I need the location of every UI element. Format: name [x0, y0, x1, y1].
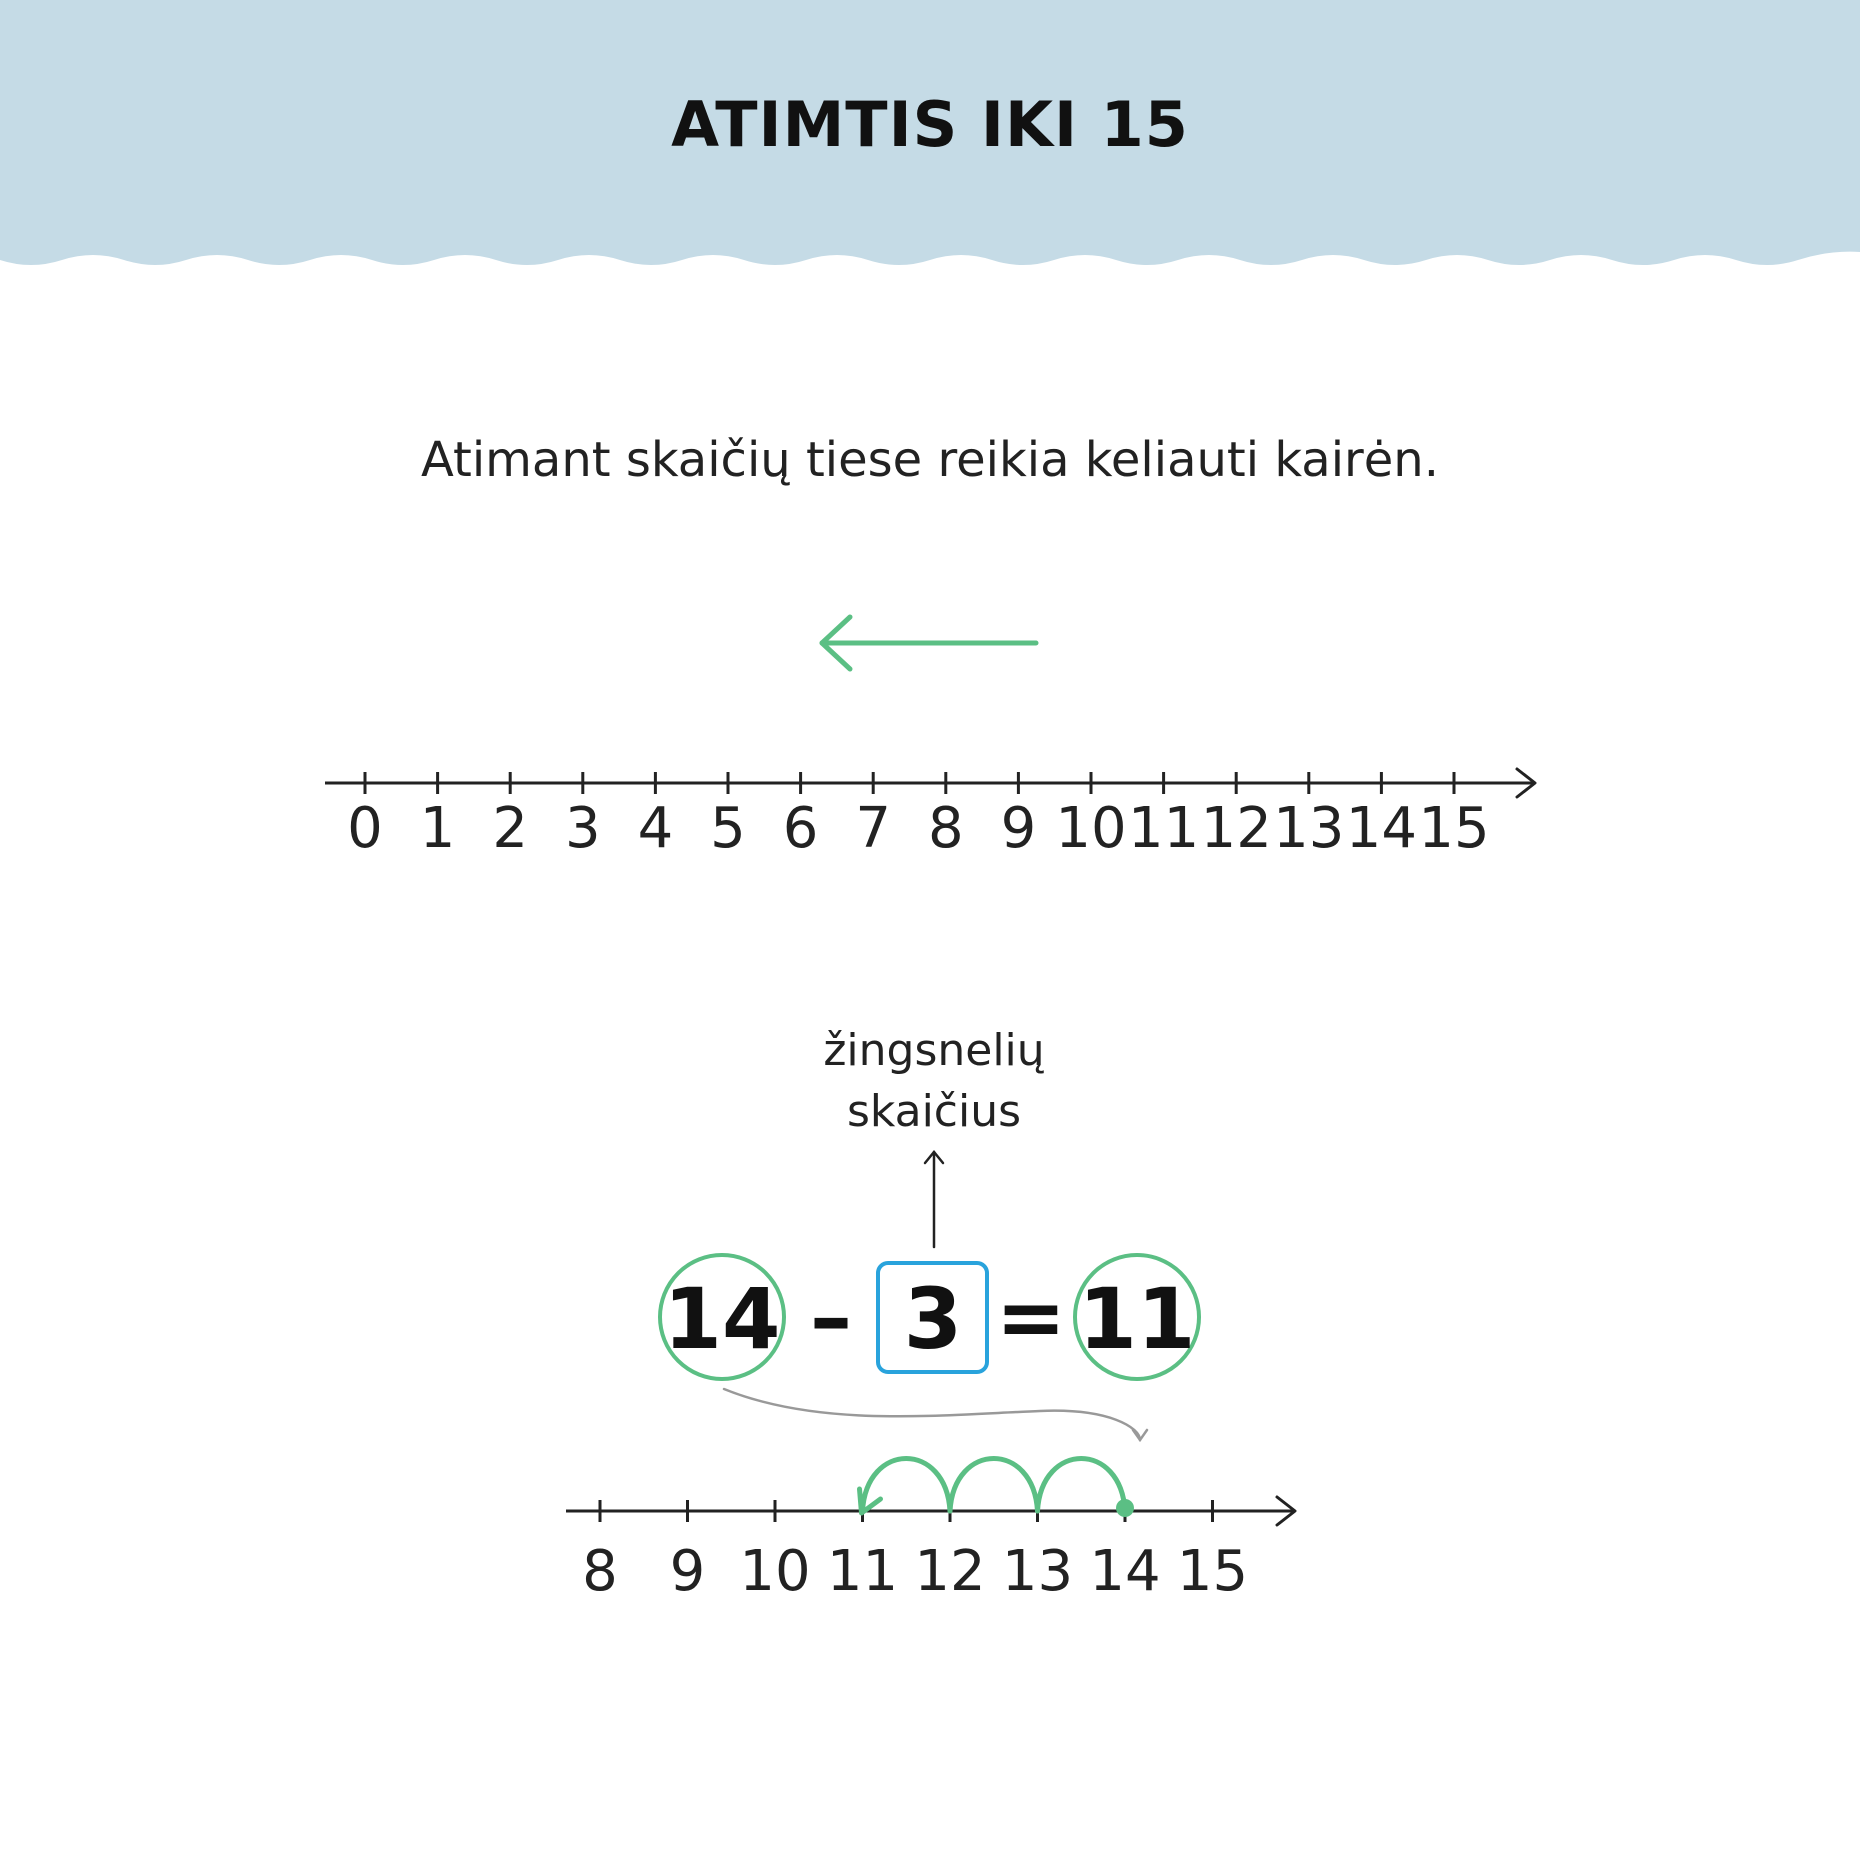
connector-curve: [722, 1387, 1142, 1442]
full-line-tick-label-6: 6: [783, 796, 819, 861]
full-line-tick-label-2: 2: [492, 796, 528, 861]
direction-arrow-head: [819, 614, 853, 672]
short-line-tick-label-8: 8: [582, 1539, 618, 1604]
full-line-tick-label-3: 3: [565, 796, 601, 861]
full-line-tick-label-10: 10: [1055, 796, 1126, 861]
full-line-arrowhead-icon: [1515, 767, 1537, 799]
difference-circle: [1073, 1253, 1201, 1381]
connector-arrowhead: [1131, 1428, 1149, 1443]
full-line-tick-label-1: 1: [420, 796, 456, 861]
short-line-tick-label-14: 14: [1089, 1539, 1160, 1604]
full-line-tick-label-12: 12: [1201, 796, 1272, 861]
full-line-tick-label-15: 15: [1418, 796, 1489, 861]
full-line-tick-label-11: 11: [1128, 796, 1199, 861]
equation: 14 – 3 = 11: [658, 1253, 1201, 1381]
hop-arc-2: [947, 1456, 1040, 1514]
short-line-tick-label-13: 13: [1002, 1539, 1073, 1604]
full-line-tick-label-0: 0: [347, 796, 383, 861]
full-line-tick-label-14: 14: [1346, 796, 1417, 861]
left-direction-arrow: [819, 614, 1039, 672]
minuend-value: 14: [664, 1270, 781, 1368]
full-line-tick-label-13: 13: [1273, 796, 1344, 861]
full-line-tick-label-4: 4: [638, 796, 674, 861]
header-band: [0, 0, 1860, 265]
full-line-tick-label-7: 7: [855, 796, 891, 861]
short-line-tick-label-9: 9: [670, 1539, 706, 1604]
number-line-8-15: 8 9 10 11 12 13 14 15: [566, 1495, 1297, 1604]
short-line-tick-label-15: 15: [1177, 1539, 1248, 1604]
header-wave-shape: [0, 0, 1860, 265]
hop-arcs: [857, 1456, 1134, 1517]
subtrahend-box: [876, 1261, 989, 1374]
steps-note: žingsnelių skaičius: [823, 1025, 1045, 1249]
short-line-tick-label-11: 11: [827, 1539, 898, 1604]
subtrahend-value: 3: [904, 1270, 962, 1368]
equals-sign: =: [996, 1268, 1066, 1366]
full-line-tick-label-5: 5: [710, 796, 746, 861]
steps-note-line1: žingsnelių: [823, 1025, 1044, 1076]
hop-arrowhead-icon: [857, 1486, 883, 1516]
page-title: ATIMTIS IKI 15: [671, 88, 1189, 161]
intro-text: Atimant skaičių tiese reikia keliauti ka…: [421, 432, 1439, 488]
hop-arc-1: [1035, 1456, 1128, 1514]
start-point-dot: [1116, 1499, 1134, 1517]
full-line-tick-label-8: 8: [928, 796, 964, 861]
steps-note-line2: skaičius: [847, 1086, 1021, 1137]
connector-arrow: [722, 1387, 1149, 1443]
number-line-0-15: 0 1 2 3 4 5 6 7 8 9 10 11 12 13 14 15: [325, 767, 1537, 861]
short-line-tick-label-12: 12: [914, 1539, 985, 1604]
short-line-tick-label-10: 10: [739, 1539, 810, 1604]
up-arrow-icon: [923, 1150, 945, 1249]
minuend-circle: [658, 1253, 786, 1381]
difference-value: 11: [1079, 1270, 1196, 1368]
short-line-arrowhead-icon: [1275, 1495, 1297, 1527]
hop-arc-3: [860, 1456, 953, 1514]
minus-sign: –: [810, 1268, 852, 1366]
full-line-tick-label-9: 9: [1001, 796, 1037, 861]
